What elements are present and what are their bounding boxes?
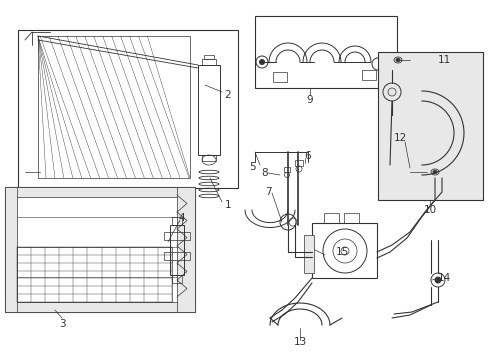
Bar xyxy=(172,217,182,225)
Bar xyxy=(361,70,375,80)
Circle shape xyxy=(434,277,440,283)
Bar xyxy=(324,213,338,223)
Bar xyxy=(254,16,396,88)
Bar xyxy=(377,52,482,200)
Text: 11: 11 xyxy=(436,55,450,65)
Text: 1: 1 xyxy=(224,200,231,210)
Text: 13: 13 xyxy=(293,337,306,347)
Bar xyxy=(304,235,313,273)
Bar xyxy=(284,167,289,172)
Bar xyxy=(5,187,17,312)
Bar xyxy=(172,275,182,283)
Bar xyxy=(38,36,190,178)
Bar xyxy=(5,302,195,312)
Text: 10: 10 xyxy=(423,205,436,215)
Text: 9: 9 xyxy=(306,95,313,105)
Bar xyxy=(163,232,190,240)
Ellipse shape xyxy=(432,171,436,174)
Text: 3: 3 xyxy=(59,319,65,329)
Bar xyxy=(170,225,183,275)
Bar xyxy=(18,30,238,188)
Bar xyxy=(202,155,216,161)
Bar xyxy=(198,65,220,155)
Text: 2: 2 xyxy=(224,90,231,100)
Text: 5: 5 xyxy=(248,162,255,172)
Ellipse shape xyxy=(395,59,399,62)
Bar xyxy=(5,187,195,312)
Bar xyxy=(294,160,303,166)
Bar xyxy=(163,252,190,260)
Text: 8: 8 xyxy=(261,168,268,178)
Bar xyxy=(272,72,286,82)
Bar xyxy=(177,187,195,312)
Bar xyxy=(202,59,216,65)
Circle shape xyxy=(259,59,264,64)
Bar xyxy=(311,223,376,278)
Text: 12: 12 xyxy=(392,133,406,143)
Text: 14: 14 xyxy=(436,273,450,283)
Bar xyxy=(343,213,358,223)
Text: 7: 7 xyxy=(264,187,271,197)
Text: 15: 15 xyxy=(335,247,348,257)
Bar xyxy=(203,55,214,59)
Text: 6: 6 xyxy=(304,151,311,161)
Bar xyxy=(17,247,172,302)
Text: 4: 4 xyxy=(178,213,185,223)
Bar xyxy=(5,187,195,197)
